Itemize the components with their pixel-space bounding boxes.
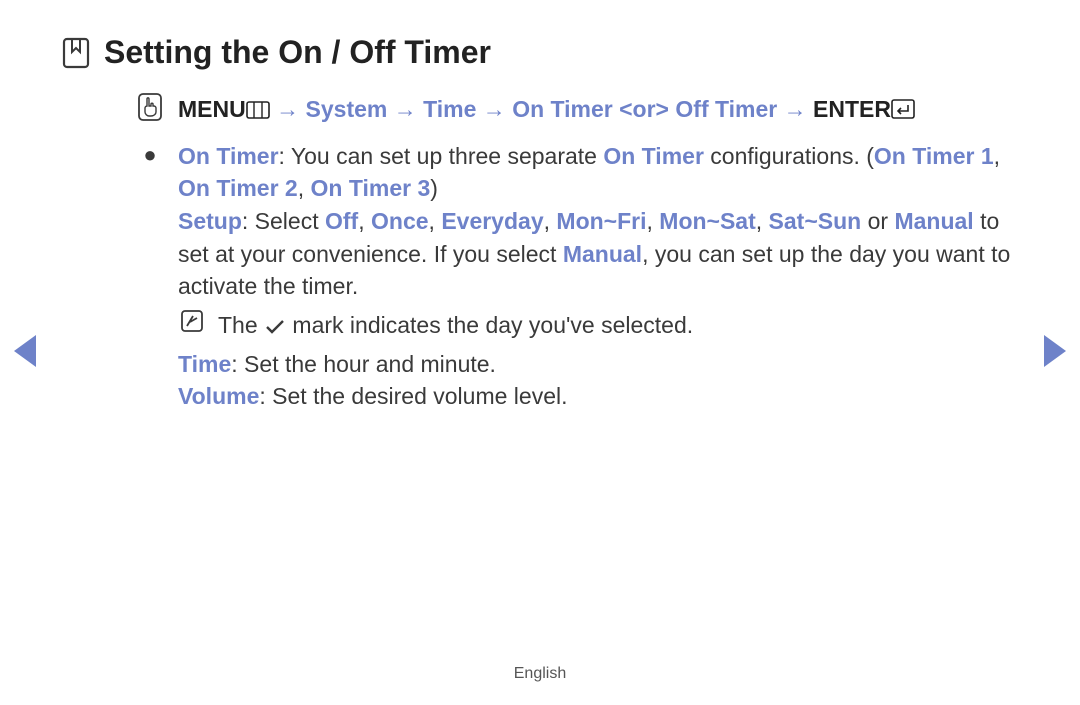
- opt-manual: Manual: [894, 208, 973, 234]
- nav-or: <or>: [619, 96, 669, 122]
- note-row: The mark indicates the day you've select…: [178, 309, 1012, 342]
- manual-word: Manual: [563, 241, 642, 267]
- setup-paragraph: Setup: Select Off, Once, Everyday, Mon~F…: [178, 205, 1012, 303]
- sep: ,: [429, 208, 442, 234]
- bullet-body: On Timer: You can set up three separate …: [178, 140, 1012, 413]
- arrow-3: →: [483, 96, 506, 122]
- arrow-1: →: [276, 96, 299, 122]
- note-post: mark indicates the day you've selected.: [286, 312, 693, 338]
- page-title: Setting the On / Off Timer: [104, 34, 491, 71]
- txt: : You can set up three separate: [279, 143, 604, 169]
- next-page-arrow[interactable]: [1044, 335, 1066, 367]
- enter-key-icon: [891, 99, 915, 119]
- note-icon: [180, 309, 204, 333]
- nav-system: System: [306, 96, 388, 122]
- time-paragraph: Time: Set the hour and minute.: [178, 348, 1012, 381]
- sep: ,: [298, 175, 311, 201]
- cfg1: On Timer 1: [874, 143, 994, 169]
- opt-once: Once: [371, 208, 429, 234]
- cfg2: On Timer 2: [178, 175, 298, 201]
- hand-pointer-icon: [138, 93, 162, 121]
- menu-label: MENU: [178, 96, 246, 122]
- menu-grid-icon: [246, 101, 270, 119]
- opt-monfri: Mon~Fri: [556, 208, 646, 234]
- volume-desc: : Set the desired volume level.: [259, 383, 567, 409]
- setup-label: Setup: [178, 208, 242, 234]
- prev-page-arrow[interactable]: [14, 335, 36, 367]
- sep: ,: [756, 208, 769, 234]
- volume-label: Volume: [178, 383, 259, 409]
- note-pre: The: [218, 312, 264, 338]
- menu-path-row: MENU → System → Time → On Timer <or> Off…: [136, 93, 1012, 126]
- enter-label: ENTER: [813, 96, 891, 122]
- volume-paragraph: Volume: Set the desired volume level.: [178, 380, 1012, 413]
- bookmark-icon: [62, 37, 90, 69]
- sep: ,: [544, 208, 557, 234]
- content-area: MENU → System → Time → On Timer <or> Off…: [62, 93, 1018, 413]
- sep: ,: [647, 208, 660, 234]
- hand-icon-box: [136, 93, 164, 121]
- on-timer-word: On Timer: [603, 143, 704, 169]
- bullet-item: ● On Timer: You can set up three separat…: [136, 140, 1012, 413]
- menu-path-text: MENU → System → Time → On Timer <or> Off…: [178, 93, 915, 126]
- opt-everyday: Everyday: [441, 208, 543, 234]
- opt-satsun: Sat~Sun: [769, 208, 862, 234]
- or-word: or: [861, 208, 894, 234]
- on-timer-paragraph: On Timer: You can set up three separate …: [178, 140, 1012, 205]
- time-label: Time: [178, 351, 231, 377]
- txt: configurations. (: [704, 143, 874, 169]
- footer-language: English: [0, 665, 1080, 683]
- cfg3: On Timer 3: [311, 175, 431, 201]
- nav-on-timer: On Timer: [512, 96, 613, 122]
- nav-time: Time: [423, 96, 476, 122]
- sep: ,: [994, 143, 1000, 169]
- bullet-dot: ●: [136, 140, 164, 413]
- title-row: Setting the On / Off Timer: [62, 34, 1018, 71]
- checkmark-icon: [264, 318, 286, 336]
- sep: ,: [358, 208, 371, 234]
- close: ): [430, 175, 438, 201]
- arrow-2: →: [394, 96, 417, 122]
- arrow-4: →: [784, 96, 807, 122]
- opt-monsat: Mon~Sat: [659, 208, 755, 234]
- nav-off-timer: Off Timer: [675, 96, 777, 122]
- manual-page: Setting the On / Off Timer MENU → System…: [0, 0, 1080, 705]
- opt-off: Off: [325, 208, 358, 234]
- note-icon-box: [178, 309, 206, 342]
- note-text: The mark indicates the day you've select…: [218, 309, 693, 342]
- on-timer-label: On Timer: [178, 143, 279, 169]
- txt: : Select: [242, 208, 325, 234]
- time-desc: : Set the hour and minute.: [231, 351, 496, 377]
